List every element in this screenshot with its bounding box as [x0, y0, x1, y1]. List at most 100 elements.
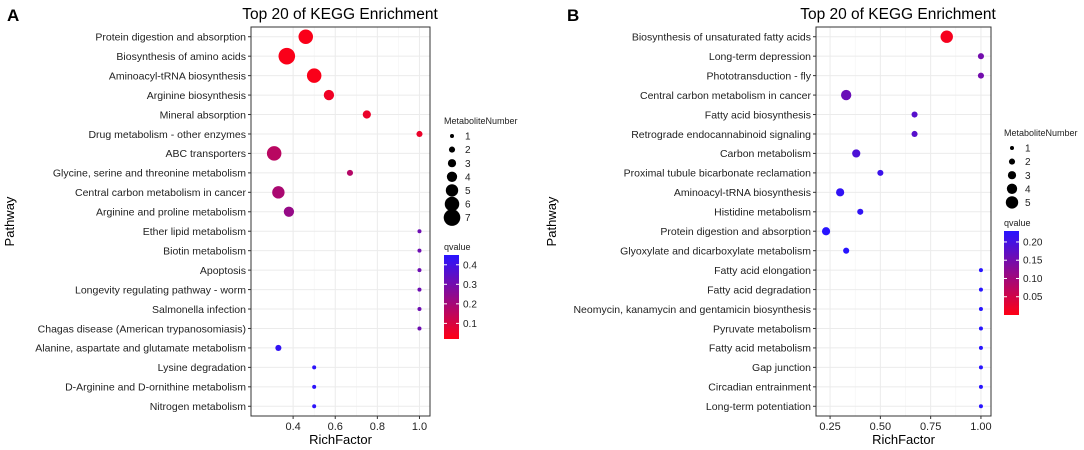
data-point: [362, 110, 371, 119]
y-tick-label: Phototransduction - fly: [707, 70, 812, 82]
y-tick-label: Arginine biosynthesis: [147, 90, 246, 102]
color-legend-title: qvalue: [1004, 218, 1031, 228]
x-tick-label: 0.50: [870, 421, 891, 433]
plot-border: [815, 26, 992, 417]
size-legend-label: 3: [1025, 171, 1031, 182]
y-tick-label: Arginine and proline metabolism: [96, 207, 246, 219]
size-legend-label: 6: [465, 200, 471, 211]
data-point: [416, 130, 423, 138]
size-legend-dot: [446, 171, 458, 182]
size-legend-label: 5: [465, 186, 471, 197]
x-tick-label: 0.25: [819, 421, 840, 433]
y-tick-label: Mineral absorption: [160, 109, 247, 121]
y-tick-label: ABC transporters: [165, 148, 246, 160]
y-tick-label: Longevity regulating pathway - worm: [75, 284, 246, 296]
data-point: [821, 227, 831, 236]
plot-background: [816, 27, 991, 416]
size-legend-label: 2: [1025, 157, 1031, 168]
y-tick-label: Nitrogen metabolism: [150, 401, 247, 413]
size-legend-title: MetaboliteNumber: [1004, 128, 1078, 138]
y-tick-label: Drug metabolism - other enzymes: [88, 129, 246, 141]
color-legend-title: qvalue: [444, 242, 471, 252]
size-legend-label: 4: [1025, 184, 1031, 195]
y-tick-label: Neomycin, kanamycin and gentamicin biosy…: [573, 304, 811, 316]
data-point: [978, 345, 983, 350]
size-legend-dot: [1008, 158, 1016, 165]
y-tick-label: Proximal tubule bicarbonate reclamation: [624, 168, 812, 180]
x-tick-label: 1.0: [412, 421, 427, 433]
color-legend-label: 0.4: [463, 260, 477, 271]
x-axis-title: RichFactor: [309, 432, 373, 447]
y-axis-title: Pathway: [544, 196, 559, 246]
size-legend-dot: [1006, 183, 1018, 194]
y-tick-label: Glyoxylate and dicarboxylate metabolism: [620, 245, 811, 257]
data-point: [841, 89, 852, 101]
data-point: [978, 287, 983, 292]
y-tick-label: Circadian entrainment: [708, 382, 811, 394]
color-legend-label: 0.3: [463, 280, 477, 291]
data-point: [275, 344, 282, 351]
data-point: [978, 384, 983, 389]
data-point: [417, 268, 422, 273]
color-legend-bar: [444, 255, 459, 339]
data-point: [272, 186, 285, 199]
size-legend-dot: [1010, 146, 1014, 150]
x-tick-label: 0.4: [285, 421, 300, 433]
data-point: [877, 169, 884, 176]
data-point: [836, 188, 845, 197]
panel-letter: A: [7, 6, 19, 25]
y-tick-label: D-Arginine and D-ornithine metabolism: [65, 382, 246, 394]
color-legend-label: 0.10: [1023, 274, 1043, 285]
color-legend-label: 0.05: [1023, 292, 1043, 303]
y-tick-label: Gap junction: [752, 362, 811, 374]
y-tick-label: Long-term depression: [709, 51, 811, 63]
panel-a: A Top 20 of KEGG Enrichment Protein digest…: [2, 6, 518, 447]
chart-title: Top 20 of KEGG Enrichment: [242, 6, 438, 23]
data-point: [312, 404, 317, 409]
panel-letter: B: [567, 6, 579, 25]
y-tick-label: Fatty acid metabolism: [709, 343, 811, 355]
y-tick-label: Retrograde endocannabinoid signaling: [631, 129, 811, 141]
data-point: [843, 247, 850, 254]
data-point: [278, 47, 296, 65]
size-legend-dot: [443, 209, 461, 226]
y-tick-label: Chagas disease (American trypanosomiasis…: [38, 323, 246, 335]
data-point: [417, 326, 422, 331]
y-tick-label: Biosynthesis of amino acids: [116, 51, 246, 63]
size-legend-label: 2: [465, 145, 471, 156]
size-legend-dot: [450, 134, 454, 138]
y-tick-label: Protein digestion and absorption: [660, 226, 811, 238]
data-point: [266, 146, 282, 161]
data-point: [978, 365, 983, 370]
y-tick-label: Biosynthesis of unsaturated fatty acids: [632, 32, 811, 44]
size-legend-title: MetaboliteNumber: [444, 116, 518, 126]
plot-background: [251, 27, 430, 416]
color-legend-bar: [1004, 231, 1019, 315]
data-point: [940, 30, 953, 43]
data-point: [306, 68, 322, 83]
x-tick-label: 0.6: [328, 421, 343, 433]
data-point: [852, 149, 861, 158]
data-point: [911, 111, 918, 118]
y-tick-label: Central carbon metabolism in cancer: [75, 187, 246, 199]
color-legend-label: 0.15: [1023, 256, 1043, 267]
chart-title: Top 20 of KEGG Enrichment: [800, 6, 996, 23]
data-point: [283, 206, 295, 217]
y-tick-label: Ether lipid metabolism: [143, 226, 247, 238]
size-legend-dot: [1007, 171, 1017, 180]
data-point: [417, 248, 422, 253]
size-legend-label: 7: [465, 213, 471, 224]
y-tick-label: Fatty acid biosynthesis: [705, 109, 811, 121]
size-legend-dot: [445, 184, 459, 197]
data-point: [417, 287, 422, 292]
y-tick-label: Carbon metabolism: [720, 148, 811, 160]
color-legend-label: 0.2: [463, 299, 477, 310]
data-point: [911, 130, 918, 138]
y-tick-label: Aminoacyl-tRNA biosynthesis: [109, 70, 246, 82]
color-legend-label: 0.20: [1023, 237, 1043, 248]
y-tick-label: Lysine degradation: [158, 362, 247, 374]
size-legend-dot: [444, 196, 460, 212]
y-tick-label: Glycine, serine and threonine metabolism: [53, 168, 246, 180]
plot-border: [250, 26, 431, 417]
